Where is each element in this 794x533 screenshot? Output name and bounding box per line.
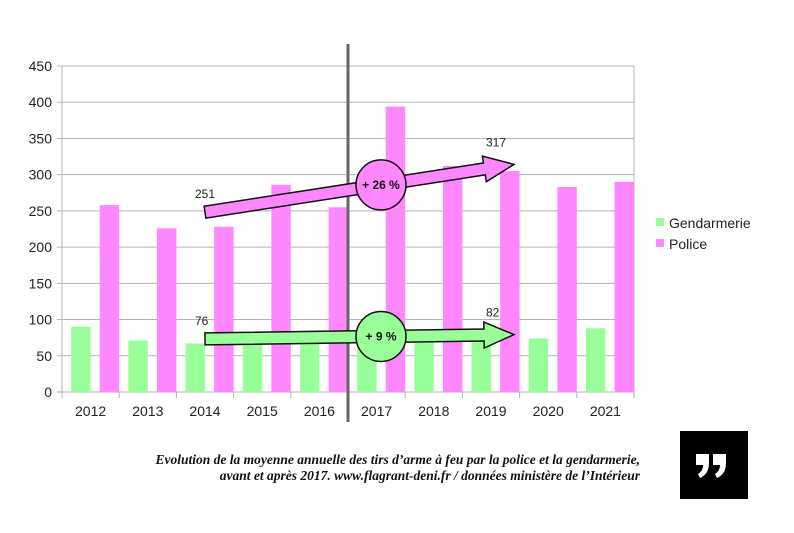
x-tick-label: 2016 [304, 403, 335, 419]
x-tick-label: 2020 [533, 403, 564, 419]
badge-circle-gendarmerie [355, 310, 407, 363]
legend-label-police: Police [669, 236, 707, 252]
annotation-after-police: 317 [486, 135, 506, 149]
bar-police-2013 [156, 228, 177, 392]
bar-police-2015 [271, 184, 291, 392]
bar-police-2020 [557, 186, 577, 392]
axes: 0 50 100 150 200 250 300 350 400 450 2012 2013 2014 2… [29, 58, 622, 419]
bar-gendarmerie-2019 [471, 337, 491, 392]
bar-gendarmerie-2016 [299, 336, 320, 392]
annotation-after-gendarmerie: 82 [486, 306, 500, 320]
y-tick-label: 400 [29, 94, 53, 110]
legend: Gendarmerie Police [656, 215, 751, 252]
bar-police-2014 [214, 226, 234, 392]
y-tick-label: 100 [29, 312, 53, 328]
annotation-before-gendarmerie: 76 [195, 314, 209, 328]
x-tick-label: 2018 [418, 403, 449, 419]
y-tick-label: 50 [36, 348, 52, 364]
x-tick-label: 2014 [189, 403, 220, 419]
y-tick-label: 200 [29, 239, 53, 255]
bar-gendarmerie-2020 [528, 338, 549, 392]
bar-gendarmerie-2014 [185, 343, 205, 392]
quote-marks-icon [696, 454, 726, 478]
legend-label-gendarmerie: Gendarmerie [669, 215, 751, 231]
bars [71, 106, 634, 393]
y-tick-label: 0 [44, 384, 52, 400]
bar-police-2021 [614, 181, 634, 392]
x-tick-label: 2019 [475, 403, 506, 419]
y-tick-label: 150 [29, 275, 53, 291]
annotations: 251 317 + 26 % 76 82 + 9 % [195, 44, 516, 422]
bar-police-2018 [442, 165, 463, 392]
bar-gendarmerie-2012 [71, 326, 91, 392]
legend-swatch-police [656, 239, 664, 247]
badge-circle-police [355, 159, 407, 211]
bar-gendarmerie-2015 [242, 342, 263, 392]
badge-change-gendarmerie: + 9 % [365, 329, 396, 343]
y-tick-label: 250 [29, 203, 53, 219]
bar-police-2016 [328, 207, 348, 392]
x-tick-label: 2017 [361, 403, 392, 419]
badge-change-police: + 26 % [362, 178, 400, 192]
bar-gendarmerie-2018 [414, 331, 434, 392]
x-tick-label: 2013 [132, 403, 163, 419]
annotation-before-police: 251 [195, 187, 215, 201]
y-tick-label: 450 [29, 58, 53, 74]
chart-caption: Evolution de la moyenne annuelle des tir… [40, 452, 640, 484]
caption-line-2: avant et après 2017. www.flagrant-deni.f… [219, 468, 640, 483]
logo [680, 431, 748, 499]
x-tick-label: 2015 [247, 403, 278, 419]
x-tick-label: 2021 [590, 403, 621, 419]
bar-police-2019 [500, 171, 520, 392]
bar-gendarmerie-2013 [128, 340, 148, 392]
y-tick-label: 300 [29, 167, 53, 183]
caption-line-1: Evolution de la moyenne annuelle des tir… [155, 452, 640, 467]
bar-gendarmerie-2021 [585, 328, 606, 392]
legend-swatch-gendarmerie [656, 218, 664, 226]
y-tick-label: 350 [29, 130, 53, 146]
bar-police-2012 [99, 205, 120, 392]
x-tick-label: 2012 [75, 403, 106, 419]
